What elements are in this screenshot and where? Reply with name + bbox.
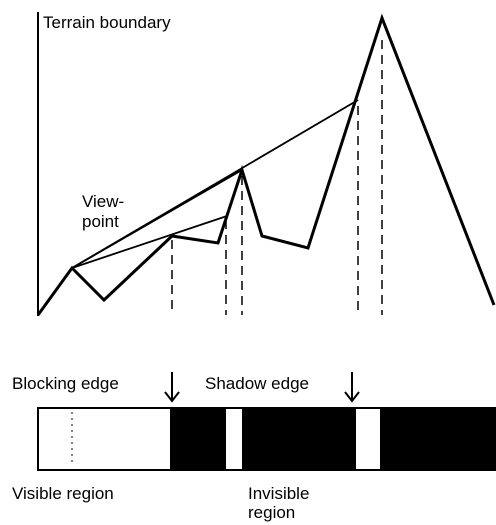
invisible-segment bbox=[242, 408, 356, 470]
arrow bbox=[344, 372, 360, 403]
terrain-title: Terrain boundary bbox=[43, 13, 171, 32]
invisible-region-label: Invisible bbox=[248, 484, 309, 503]
sight-lines bbox=[71, 99, 359, 269]
invisible-region-label: region bbox=[248, 503, 295, 522]
sight-line bbox=[71, 215, 228, 269]
sight-line bbox=[71, 169, 243, 269]
shadow-edge-label: Shadow edge bbox=[205, 374, 309, 393]
terrain-boundary bbox=[36, 13, 496, 316]
viewpoint-label: View- bbox=[82, 192, 124, 211]
invisible-segment bbox=[380, 408, 496, 470]
arrow bbox=[164, 372, 180, 403]
arrows bbox=[164, 372, 360, 403]
viewpoint-label: point bbox=[82, 212, 119, 231]
visible-region-label: Visible region bbox=[12, 484, 114, 503]
invisible-segment bbox=[170, 408, 226, 470]
blocking-edge-label: Blocking edge bbox=[12, 374, 119, 393]
projection-lines bbox=[171, 40, 383, 315]
